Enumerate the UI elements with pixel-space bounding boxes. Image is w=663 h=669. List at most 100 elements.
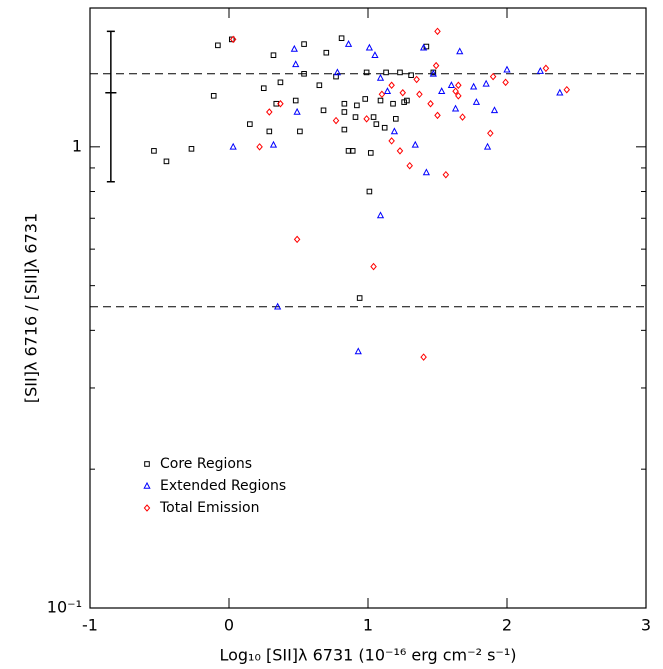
point (413, 75, 420, 84)
point (399, 88, 407, 97)
point (354, 102, 360, 109)
point (542, 64, 550, 73)
point (370, 262, 377, 271)
point (563, 85, 571, 94)
point (352, 114, 359, 120)
point (455, 92, 462, 100)
x-axis-label: Log₁₀ [SII]λ 6731 (10⁻¹⁶ erg cm⁻² s⁻¹) (219, 646, 516, 665)
point (472, 98, 481, 105)
point (290, 44, 298, 52)
point (301, 70, 307, 77)
point (356, 295, 363, 301)
point (396, 147, 404, 155)
point (404, 97, 410, 104)
point (188, 146, 195, 152)
legend-label: Total Emission (159, 500, 259, 516)
point (451, 104, 460, 112)
legend-label: Extended Regions (160, 478, 286, 494)
legend-label: Core Regions (160, 456, 252, 472)
point (442, 170, 450, 179)
point (277, 99, 284, 108)
legend-marker (144, 461, 150, 467)
point (316, 82, 323, 89)
point (482, 79, 490, 87)
point (228, 36, 235, 43)
point (344, 40, 353, 47)
point (266, 108, 273, 116)
point (366, 188, 373, 195)
point (273, 100, 280, 107)
point (376, 211, 385, 219)
point (434, 27, 441, 36)
point (370, 114, 377, 120)
point (277, 79, 284, 86)
point (432, 61, 440, 70)
point (438, 87, 446, 95)
point (247, 121, 253, 127)
point (419, 43, 428, 51)
point (362, 96, 369, 102)
point (365, 43, 374, 51)
point (411, 140, 419, 148)
point (422, 168, 431, 176)
point (371, 51, 379, 59)
point (229, 142, 237, 150)
point (381, 124, 388, 131)
point (556, 88, 564, 96)
point (536, 66, 544, 74)
point (256, 143, 263, 151)
point (163, 158, 170, 165)
point (293, 107, 301, 115)
y-axis-label: [SII]λ 6716 / [SII]λ 6731 (22, 213, 41, 403)
point (297, 128, 303, 135)
point (383, 87, 392, 95)
point (388, 137, 395, 145)
point (210, 93, 217, 99)
point (408, 72, 414, 78)
point (429, 69, 437, 77)
point (269, 140, 278, 148)
point (416, 90, 423, 99)
point (323, 49, 330, 56)
point (388, 81, 395, 90)
point (341, 109, 348, 115)
x-tick-label: 3 (641, 616, 651, 635)
point (378, 90, 386, 99)
point (301, 41, 307, 47)
point (363, 69, 370, 76)
point (229, 35, 237, 44)
point (266, 128, 273, 135)
y-tick-label: 1 (72, 136, 82, 155)
x-tick-label: 2 (502, 616, 512, 635)
point (320, 107, 327, 114)
x-tick-label: 1 (363, 616, 373, 635)
point (397, 69, 403, 76)
point (293, 235, 301, 244)
point (363, 115, 370, 123)
point (341, 100, 348, 107)
point (270, 52, 277, 59)
point (503, 65, 511, 73)
point (390, 127, 399, 135)
point (377, 97, 384, 104)
point (376, 73, 385, 81)
point (373, 121, 380, 127)
point (406, 161, 413, 170)
point (455, 81, 462, 90)
point (390, 100, 396, 107)
legend-marker (143, 481, 151, 489)
point (447, 81, 456, 89)
point (341, 126, 348, 133)
point (151, 148, 157, 154)
point (459, 113, 466, 121)
point (354, 347, 362, 355)
point (490, 106, 499, 114)
point (452, 87, 459, 95)
point (292, 60, 300, 68)
point (420, 353, 427, 361)
legend-marker (143, 504, 151, 512)
point (483, 142, 492, 150)
point (393, 116, 399, 122)
point (338, 35, 345, 42)
